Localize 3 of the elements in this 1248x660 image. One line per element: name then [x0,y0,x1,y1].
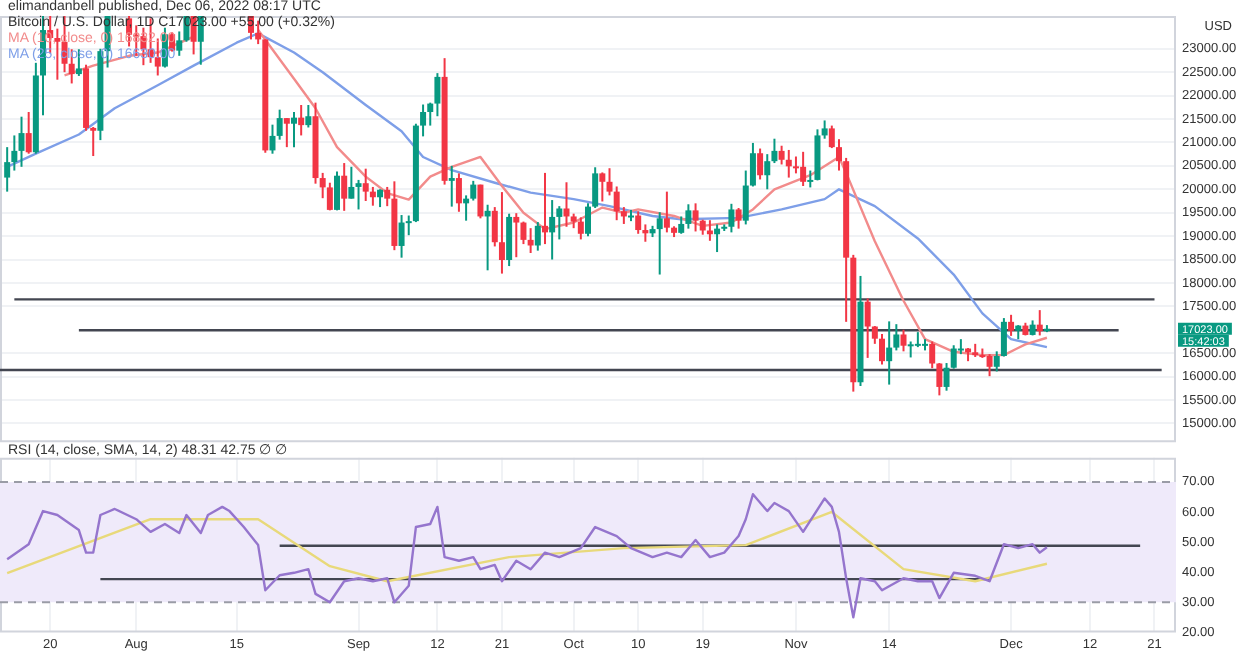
candlestick [54,28,61,80]
candlestick [541,172,548,245]
candlestick [448,165,455,207]
